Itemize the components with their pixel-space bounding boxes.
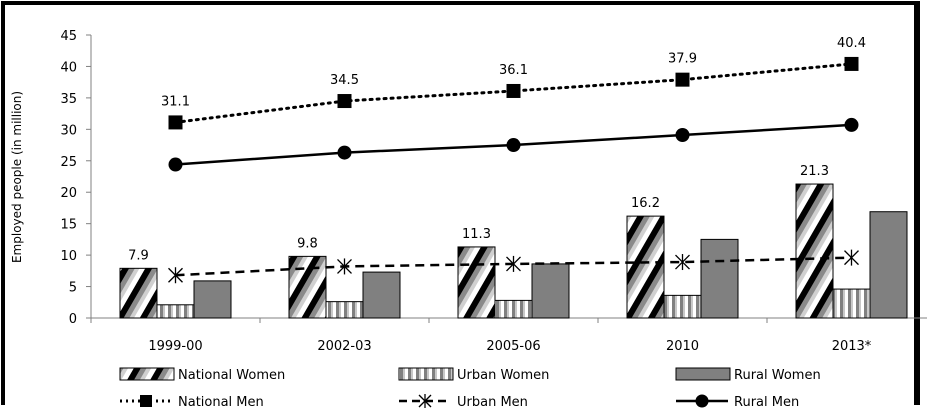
marker-urban-men xyxy=(844,249,859,266)
marker-national-men xyxy=(675,72,690,87)
legend-label-national-women: National Women xyxy=(178,368,285,383)
marker-national-men xyxy=(506,83,521,98)
y-tick-label: 15 xyxy=(60,218,77,233)
data-label-national-women: 16.2 xyxy=(631,196,660,211)
data-label-national-men: 37.9 xyxy=(668,52,697,67)
bar-rural-women xyxy=(700,238,739,319)
x-category-label: 2013* xyxy=(832,339,872,354)
marker-urban-men xyxy=(506,255,521,272)
x-category-label: 2010 xyxy=(666,339,699,354)
bar-rural-women xyxy=(193,280,232,319)
x-categories: 1999-00 2002-03 2005-06 2010 2013* xyxy=(90,318,872,354)
y-tick-label: 0 xyxy=(69,312,77,327)
data-label-national-men: 34.5 xyxy=(330,73,359,88)
y-tick-label: 20 xyxy=(60,186,77,201)
y-tick-label: 40 xyxy=(60,60,77,75)
bar-national-women xyxy=(119,267,158,319)
lines xyxy=(168,56,859,284)
marker-rural-men xyxy=(506,138,521,153)
bars xyxy=(119,183,908,319)
legend-swatch-urban-women xyxy=(398,367,454,381)
bar-urban-women xyxy=(494,299,533,319)
bar-urban-women xyxy=(156,304,195,319)
legend-national-women: National Women xyxy=(119,367,285,383)
legend-urban-women: Urban Women xyxy=(398,367,549,383)
bar-rural-women xyxy=(531,263,570,319)
marker-national-men xyxy=(168,115,183,130)
legend-swatch-national-women xyxy=(119,367,175,381)
data-label-national-women: 9.8 xyxy=(297,236,318,251)
data-label-national-women: 11.3 xyxy=(462,227,491,242)
bar-national-women xyxy=(626,215,665,319)
line-national-men xyxy=(174,62,853,124)
marker-rural-men xyxy=(675,127,690,142)
data-labels: 7.9 9.8 11.3 16.2 21.3 31.1 34.5 36.1 37.9 40.4 xyxy=(128,36,866,263)
legend-marker-urban-men xyxy=(418,394,432,408)
marker-urban-men xyxy=(675,254,690,271)
legend-urban-men: Urban Men xyxy=(399,394,528,410)
legend-swatch-rural-women xyxy=(675,367,731,381)
data-label-national-men: 40.4 xyxy=(837,36,866,51)
legend-label-rural-men: Rural Men xyxy=(734,395,799,410)
legend-rural-women: Rural Women xyxy=(675,367,821,383)
marker-rural-men xyxy=(337,145,352,160)
y-ticks: 0 5 10 15 20 25 30 35 40 45 xyxy=(60,29,91,327)
legend-label-urban-women: Urban Women xyxy=(457,368,549,383)
y-tick-label: 30 xyxy=(60,123,77,138)
data-label-national-men: 36.1 xyxy=(499,63,528,78)
data-label-national-women: 7.9 xyxy=(128,248,149,263)
marker-urban-men xyxy=(168,267,183,284)
bar-national-women xyxy=(795,183,834,319)
y-tick-label: 35 xyxy=(60,92,77,107)
marker-national-men xyxy=(844,56,859,71)
y-tick-label: 5 xyxy=(69,281,77,296)
legend-label-national-men: National Men xyxy=(178,395,264,410)
bar-rural-women xyxy=(869,211,908,319)
bar-national-women xyxy=(288,255,327,319)
data-label-national-men: 31.1 xyxy=(161,94,190,109)
y-tick-label: 10 xyxy=(60,249,77,264)
y-tick-label: 25 xyxy=(60,155,77,170)
legend-label-rural-women: Rural Women xyxy=(734,368,821,383)
marker-national-men xyxy=(337,94,352,109)
x-category-label: 2005-06 xyxy=(486,339,540,354)
x-category-label: 1999-00 xyxy=(148,339,202,354)
bar-rural-women xyxy=(362,271,401,319)
legend-national-men: National Men xyxy=(120,395,264,410)
bar-urban-women xyxy=(663,294,702,319)
legend-marker-rural-men xyxy=(695,394,709,408)
marker-urban-men xyxy=(337,258,352,275)
marker-rural-men xyxy=(844,117,859,132)
bar-national-women xyxy=(457,246,496,319)
legend-marker-national-men xyxy=(140,395,152,407)
legend-rural-men: Rural Men xyxy=(676,394,799,410)
chart-frame xyxy=(1,1,920,405)
legend: National Women Urban Women Rural Women N… xyxy=(119,367,821,410)
y-axis-label: Employed people (in million) xyxy=(10,91,24,263)
y-tick-label: 45 xyxy=(60,29,77,44)
bar-urban-women xyxy=(325,301,364,319)
bar-urban-women xyxy=(832,288,871,319)
x-category-label: 2002-03 xyxy=(317,339,371,354)
data-label-national-women: 21.3 xyxy=(800,164,829,179)
marker-rural-men xyxy=(168,157,183,172)
legend-label-urban-men: Urban Men xyxy=(457,395,528,410)
